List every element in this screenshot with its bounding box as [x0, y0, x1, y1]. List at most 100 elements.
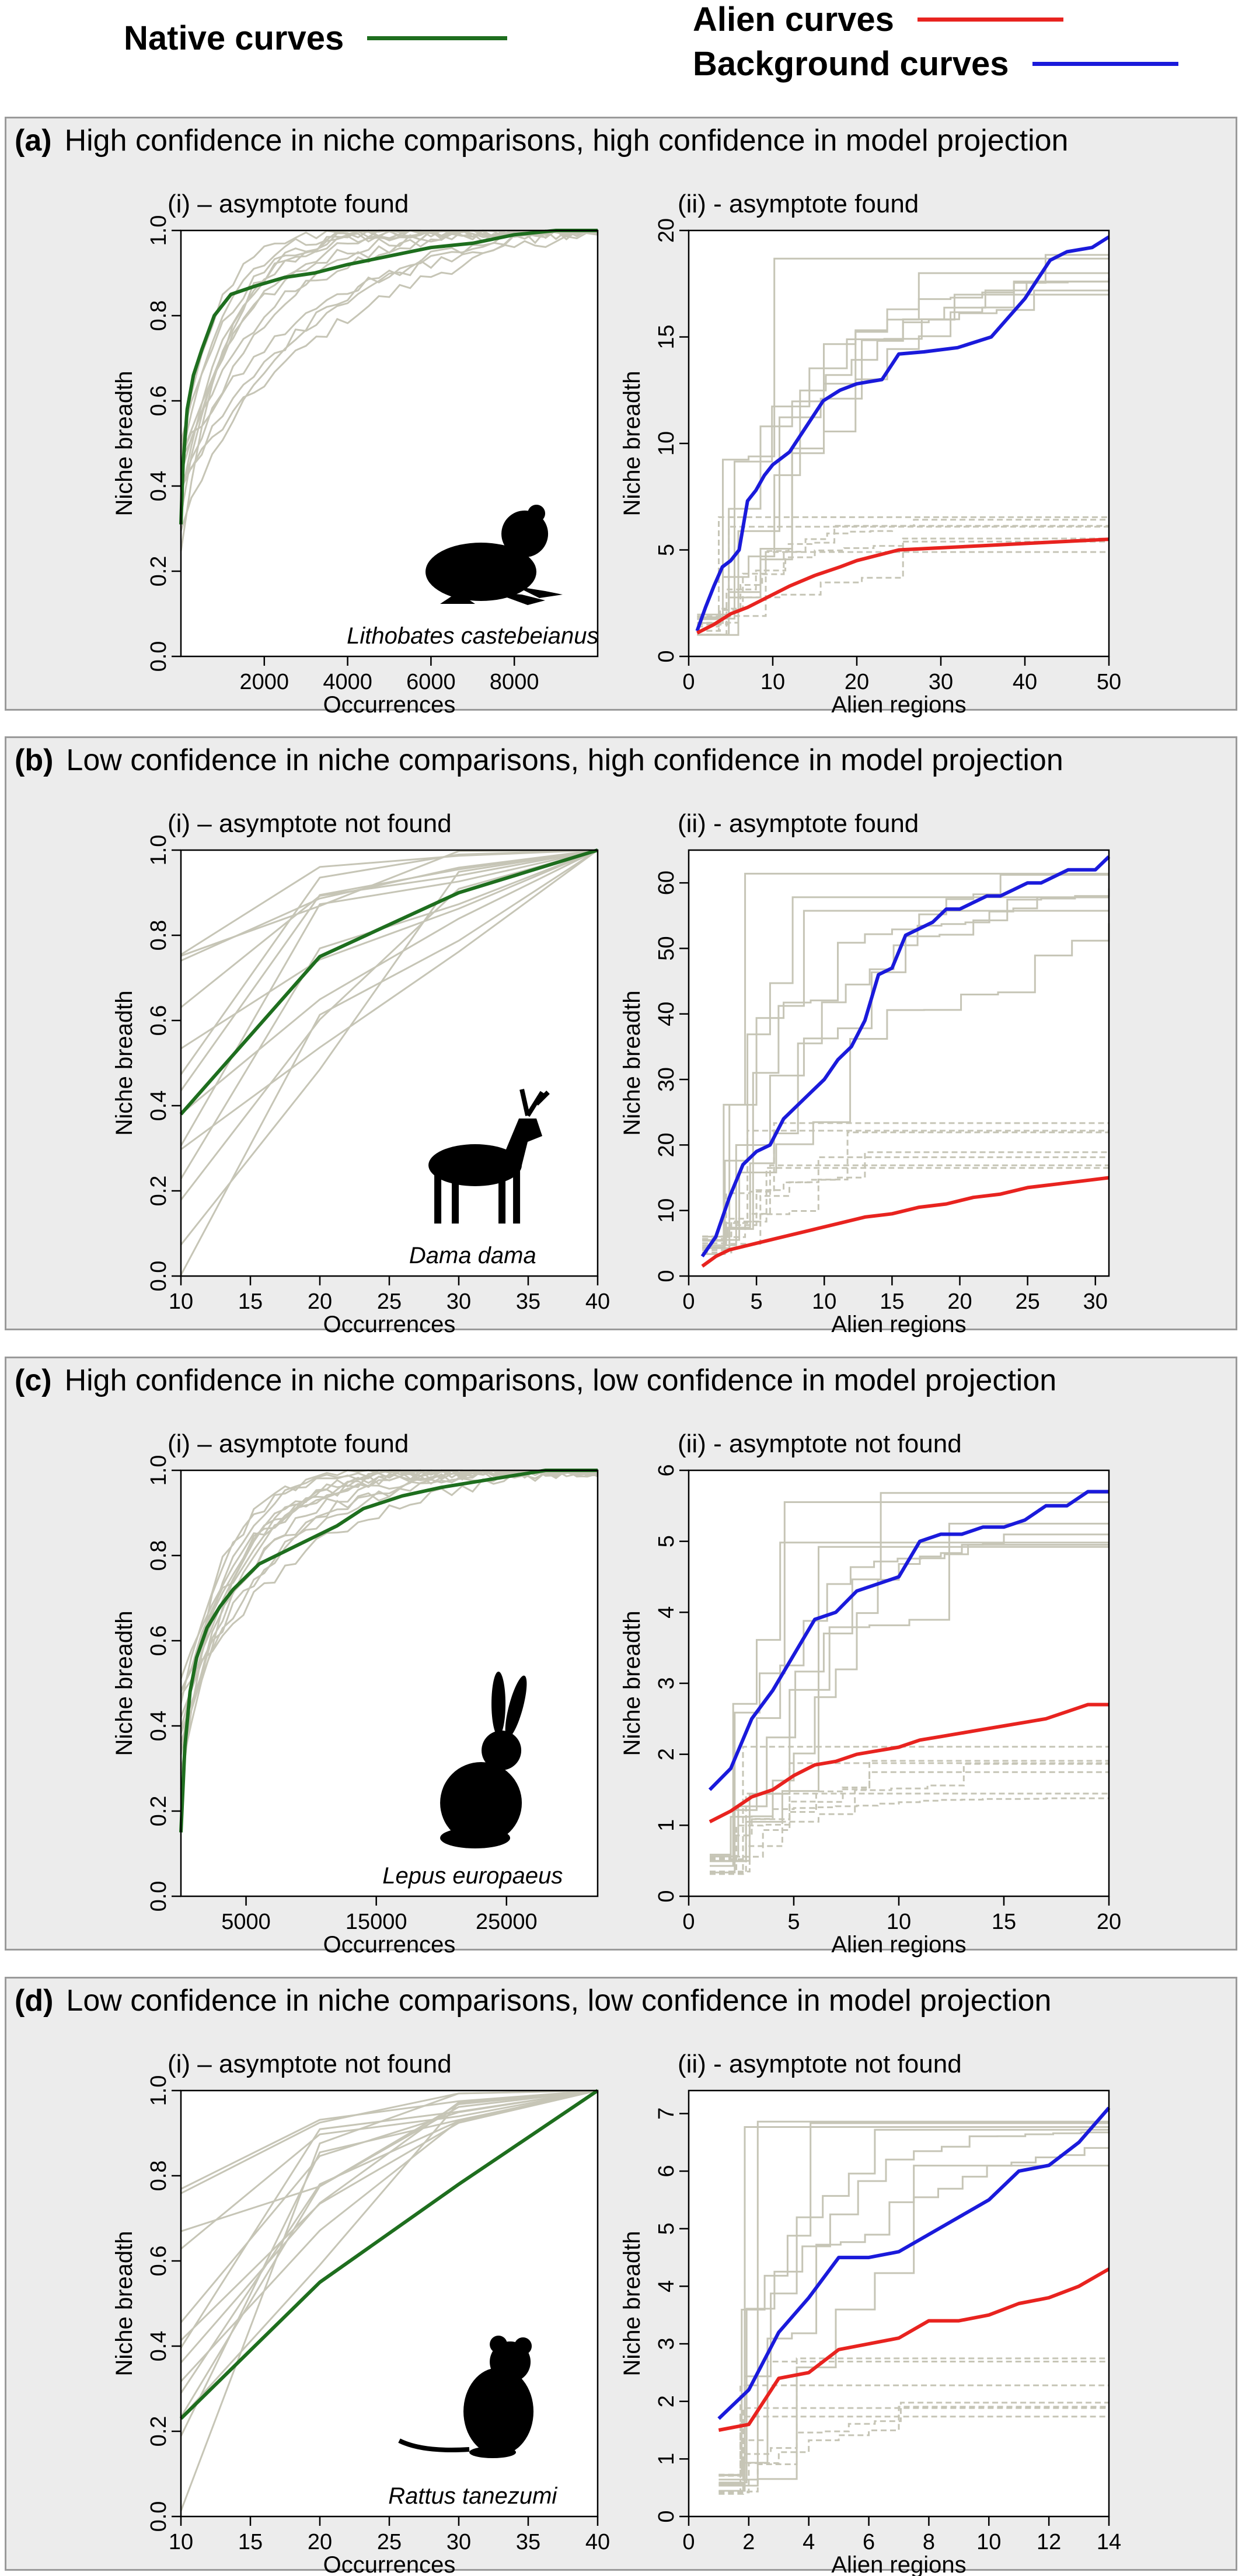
y-tick-label: 1.0	[146, 1455, 171, 1486]
x-tick-label: 15	[238, 1289, 263, 1314]
x-tick-label: 12	[1037, 2530, 1061, 2554]
x-tick-label: 40	[585, 1289, 610, 1314]
x-tick-label: 25	[1016, 1289, 1040, 1314]
y-tick-label: 5	[654, 544, 679, 556]
y-tick-label: 1.0	[146, 835, 171, 866]
y-tick-label: 0.2	[146, 556, 171, 587]
y-tick-label: 50	[654, 936, 679, 960]
x-tick-label: 10	[812, 1289, 836, 1314]
grey-curve	[180, 849, 598, 1050]
legend-background-swatch	[1032, 62, 1178, 66]
grey-curve	[710, 1792, 1109, 1860]
background-curve	[717, 2106, 1111, 2420]
x-tick-label: 30	[1083, 1289, 1108, 1314]
y-tick-label: 0.6	[146, 386, 171, 417]
x-tick-label: 0	[682, 670, 695, 694]
grey-curve	[180, 849, 598, 1115]
grey-curve	[180, 849, 598, 956]
grey-curve	[702, 872, 1109, 1248]
chart-cii: 0 5 10 15 20 0 1 2 3 4 5 6 Alien regions Niche breadt…	[619, 1464, 1121, 1958]
grey-curve	[180, 229, 598, 532]
grey-curve	[702, 1130, 1109, 1240]
plot-frame	[688, 2089, 1110, 2518]
deer-icon	[428, 1089, 550, 1224]
y-tick-label: 5	[654, 1535, 679, 1547]
grey-curve	[718, 2406, 1109, 2494]
grey-curve	[180, 2089, 598, 2348]
grey-curve	[180, 849, 598, 1008]
grey-curve	[702, 910, 1109, 1238]
x-tick-label: 4000	[323, 670, 372, 694]
y-axis-label: Niche breadth	[619, 371, 645, 516]
background-curve	[708, 1490, 1109, 1791]
x-tick-label: 2000	[240, 670, 289, 694]
legend-alien-label: Alien curves	[693, 1, 894, 39]
y-tick-label: 4	[654, 1606, 679, 1619]
x-tick-label: 0	[682, 2530, 695, 2554]
grey-curve	[180, 2089, 598, 2437]
y-tick-label: 0.8	[146, 920, 171, 951]
y-tick-label: 10	[654, 1198, 679, 1223]
grey-curve	[718, 2407, 1109, 2495]
y-tick-label: 6	[654, 2165, 679, 2177]
grey-curve	[718, 2384, 1109, 2493]
grey-curve	[710, 1763, 1109, 1874]
species-name: Dama dama	[409, 1243, 536, 1268]
grey-curve	[697, 293, 1109, 624]
x-tick-label: 25	[377, 1289, 402, 1314]
panel-d-letter: (d)	[15, 1984, 54, 2018]
panel-b-letter: (b)	[15, 743, 54, 777]
y-tick-label: 0.0	[146, 2501, 171, 2532]
x-tick-label: 15000	[346, 1910, 407, 1934]
x-tick-label: 15	[880, 1289, 904, 1314]
x-tick-label: 8	[923, 2530, 935, 2554]
panel-a-title: (a) High confidence in niche comparisons,…	[15, 123, 1068, 158]
panel-d-right-subtitle: (ii) - asymptote not found	[678, 2050, 962, 2078]
x-tick-label: 35	[516, 1289, 540, 1314]
grey-curve	[180, 2089, 598, 2232]
grey-curve	[180, 1469, 598, 1693]
x-tick-label: 20	[845, 670, 869, 694]
grey-curve	[180, 2089, 598, 2418]
y-tick-label: 7	[654, 2107, 679, 2120]
x-tick-label: 20	[947, 1289, 972, 1314]
grey-curve	[180, 849, 598, 1092]
grey-curve	[702, 1151, 1109, 1249]
y-tick-label: 3	[654, 1677, 679, 1689]
y-tick-label: 15	[654, 324, 679, 349]
y-tick-label: 0.0	[146, 1881, 171, 1912]
plot-frame	[688, 849, 1110, 1277]
hare-icon	[440, 1672, 527, 1848]
chart-bii: 0 5 10 15 20 25 30 0 10 20 30 40 50 60 Alien regions Ni…	[619, 849, 1111, 1337]
x-tick-label: 10	[169, 2530, 193, 2554]
grey-curve	[718, 2165, 1109, 2481]
x-tick-label: 15	[992, 1910, 1016, 1934]
x-tick-label: 6	[863, 2530, 875, 2554]
alien-curve	[718, 2267, 1110, 2432]
panel-c-title-text: High confidence in niche comparisons, lo…	[64, 1364, 1057, 1397]
y-tick-label: 0.0	[146, 641, 171, 672]
y-tick-label: 0.4	[146, 2331, 171, 2362]
grey-curve	[710, 1760, 1109, 1861]
panel-c-left-subtitle: (i) – asymptote found	[168, 1429, 409, 1458]
y-tick-label: 0.6	[146, 1626, 171, 1656]
grey-curve	[697, 289, 1109, 620]
panel-d-title-text: Low confidence in niche comparisons, low…	[66, 1984, 1052, 2018]
grey-curve	[697, 525, 1109, 632]
x-tick-label: 10	[887, 1910, 911, 1934]
grey-curve	[718, 2128, 1109, 2492]
y-tick-label: 1	[654, 1819, 679, 1831]
native-curve	[179, 2089, 599, 2420]
grey-curve	[718, 2122, 1109, 2476]
background-curve	[695, 235, 1110, 632]
native-curve	[179, 1469, 598, 1833]
panel-c-title: (c) High confidence in niche comparisons,…	[15, 1363, 1056, 1398]
x-tick-label: 30	[446, 1289, 471, 1314]
grey-curve	[710, 1492, 1109, 1858]
x-tick-label: 10	[169, 1289, 193, 1314]
y-tick-label: 60	[654, 871, 679, 895]
x-tick-label: 25000	[476, 1910, 538, 1934]
x-axis-label: Occurrences	[323, 1932, 456, 1958]
